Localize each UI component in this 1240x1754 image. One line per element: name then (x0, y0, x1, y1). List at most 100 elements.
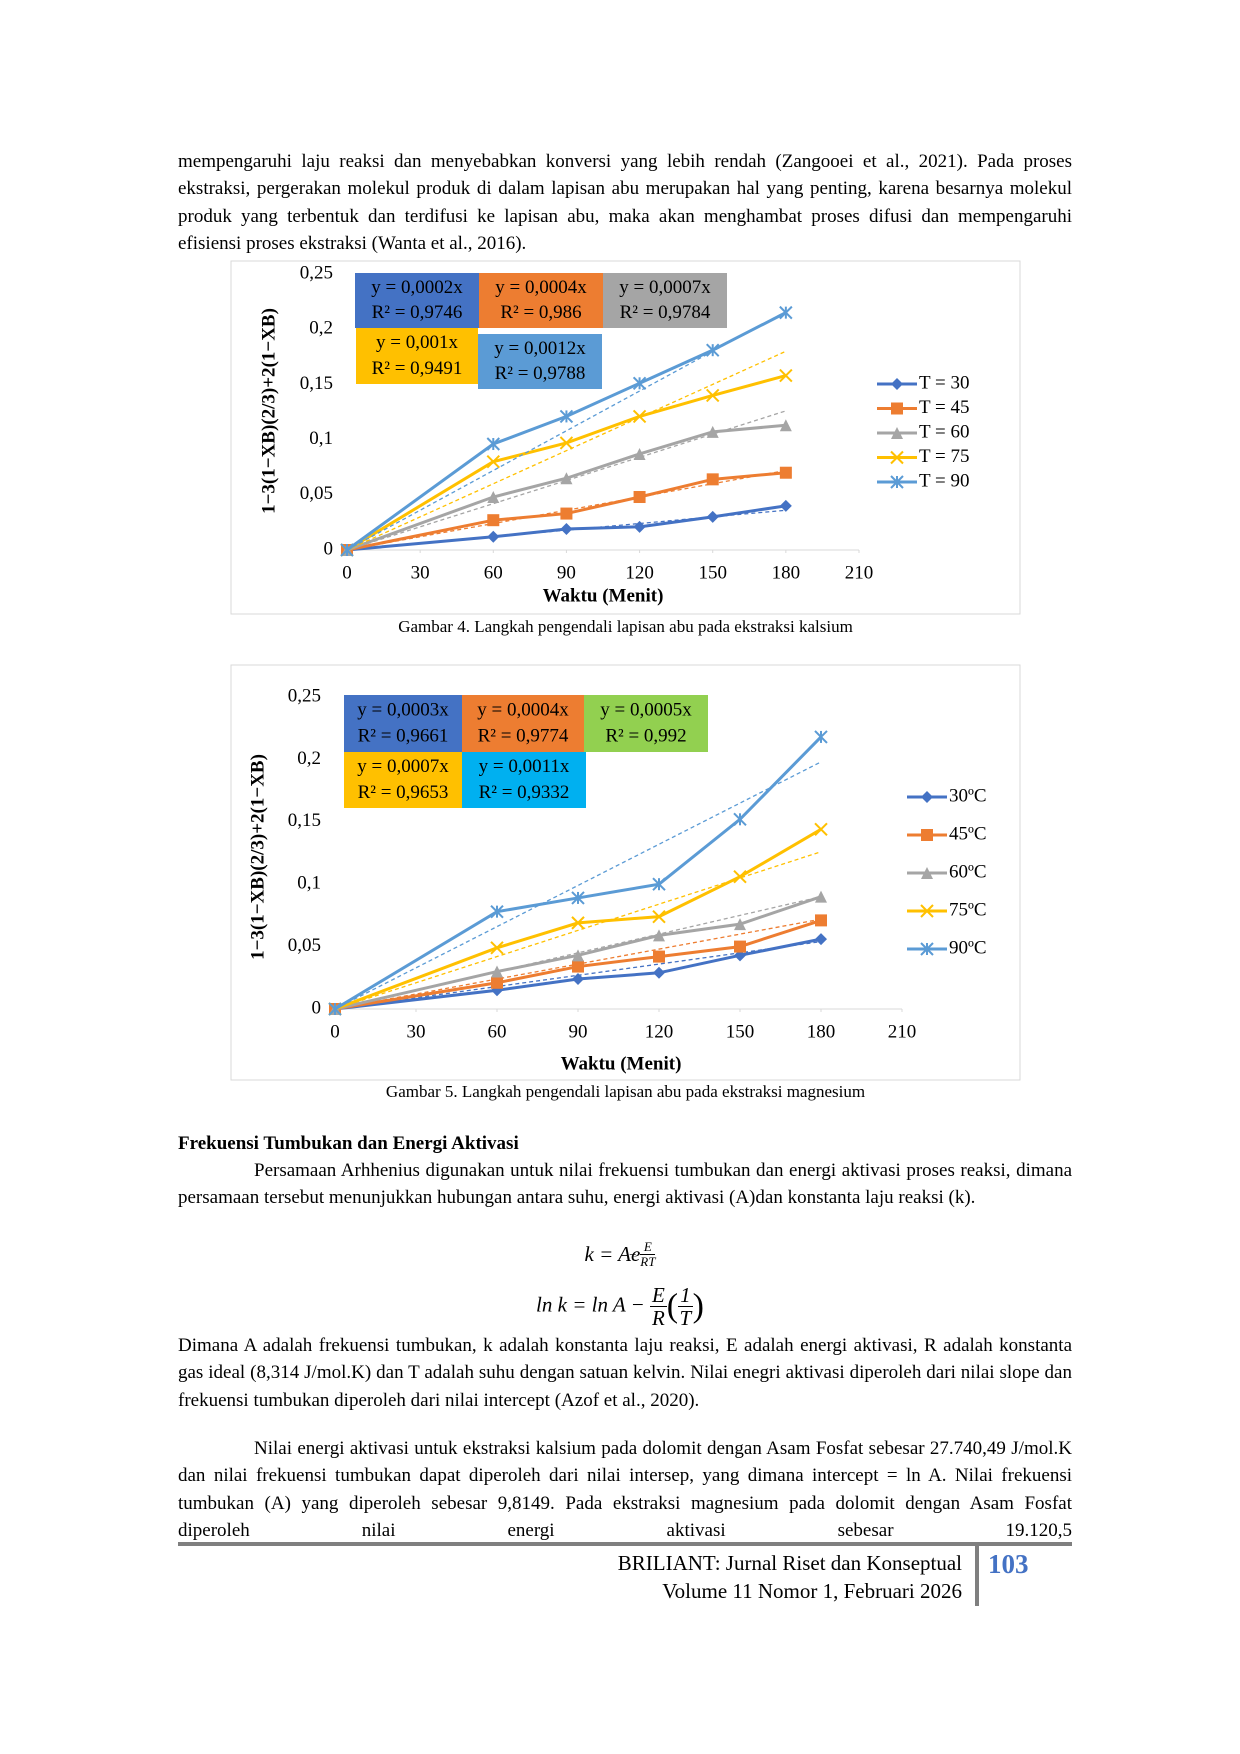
paren: ) (692, 1287, 704, 1325)
trendline (346, 469, 786, 551)
marker-shape (490, 941, 504, 955)
marker-shape (341, 544, 353, 556)
y-axis-title: 1−3(1−XB)(2/3)+2(1−XB) (258, 308, 279, 514)
marker (814, 730, 828, 744)
marker (329, 1003, 341, 1015)
marker-shape (328, 1002, 342, 1016)
y-tick-label: 0,05 (300, 483, 333, 504)
trendline (346, 509, 786, 551)
marker (921, 829, 933, 841)
y-tick-label: 0,2 (309, 318, 333, 339)
marker-shape (571, 916, 585, 930)
equation-box (344, 695, 462, 752)
marker-shape (559, 436, 574, 450)
marker (560, 472, 573, 485)
marker-shape (632, 409, 647, 424)
marker-shape (921, 867, 933, 879)
page-number: 103 (988, 1549, 1029, 1579)
marker-shape (328, 1002, 342, 1016)
marker-shape (921, 791, 933, 803)
marker-shape (487, 514, 500, 527)
legend-label: T = 45 (919, 397, 969, 418)
x-tick-label: 150 (726, 1021, 755, 1042)
trendline (334, 940, 822, 1010)
marker (340, 543, 354, 557)
marker-shape (490, 941, 504, 955)
marker-shape (733, 870, 747, 884)
marker (706, 473, 719, 486)
marker (814, 822, 828, 836)
equation-box (462, 752, 586, 808)
x-tick-label: 30 (411, 562, 430, 583)
marker-shape (890, 450, 904, 465)
y-tick-label: 0,25 (288, 685, 321, 706)
eq-den: RT (640, 1253, 656, 1269)
marker-shape (706, 425, 719, 438)
marker (341, 544, 353, 556)
marker-shape (490, 904, 504, 919)
y-tick-label: 0,05 (288, 935, 321, 956)
marker-shape (560, 507, 573, 520)
equation-label: y = 0,0007x (619, 277, 711, 298)
trendline (346, 410, 787, 551)
marker-shape (734, 918, 746, 931)
marker (653, 950, 665, 963)
marker-shape (815, 890, 827, 903)
marker-shape (814, 730, 828, 744)
equation-box (356, 328, 478, 384)
marker-shape (779, 466, 792, 479)
marker (920, 942, 934, 956)
marker-shape (486, 454, 500, 469)
marker-shape (920, 942, 934, 956)
eq-num: 1 (678, 1283, 693, 1308)
marker-shape (779, 368, 793, 383)
marker-shape (490, 904, 504, 919)
marker (891, 402, 903, 415)
marker-shape (559, 436, 574, 450)
marker-shape (652, 877, 666, 891)
marker (733, 870, 747, 884)
marker (633, 520, 646, 533)
equation-label: y = 0,0004x (495, 277, 587, 298)
y-tick-label: 0,1 (297, 873, 321, 894)
marker (706, 343, 720, 357)
legend-label: T = 75 (919, 446, 969, 467)
marker-shape (891, 402, 903, 415)
y-tick-label: 0,25 (300, 262, 333, 283)
eq-text: ln k = ln A − (536, 1292, 645, 1317)
marker-shape (920, 904, 934, 918)
x-tick-label: 90 (569, 1021, 588, 1042)
paragraph: mempengaruhi laju reaksi dan menyebabkan… (178, 151, 1072, 255)
marker (559, 436, 574, 450)
marker (734, 940, 746, 953)
marker-shape (652, 909, 666, 924)
marker-shape (706, 343, 720, 357)
marker-shape (329, 1003, 341, 1015)
marker (633, 491, 646, 504)
x-tick-label: 120 (645, 1021, 674, 1042)
marker (559, 409, 574, 424)
marker (734, 918, 746, 931)
chart-frame (230, 260, 1021, 615)
marker-shape (340, 543, 354, 557)
marker-shape (653, 966, 665, 979)
marker-shape (633, 491, 646, 504)
marker-shape (891, 427, 903, 439)
marker (815, 933, 827, 946)
marker-shape (891, 378, 903, 390)
series-line (334, 827, 822, 1011)
marker (572, 949, 584, 962)
marker-shape (921, 829, 933, 841)
trendline (346, 350, 787, 551)
footer-rule (178, 1542, 1072, 1546)
marker (632, 376, 647, 391)
equation: k = Ae − E RT (0, 1240, 1240, 1268)
equation-box (479, 273, 603, 328)
marker (486, 454, 500, 469)
paragraph: Dimana A adalah frekuensi tumbukan, k ad… (178, 1335, 1072, 1411)
marker-shape (779, 419, 792, 432)
y-tick-label: 0 (312, 997, 322, 1018)
x-tick-label: 210 (888, 1021, 917, 1042)
